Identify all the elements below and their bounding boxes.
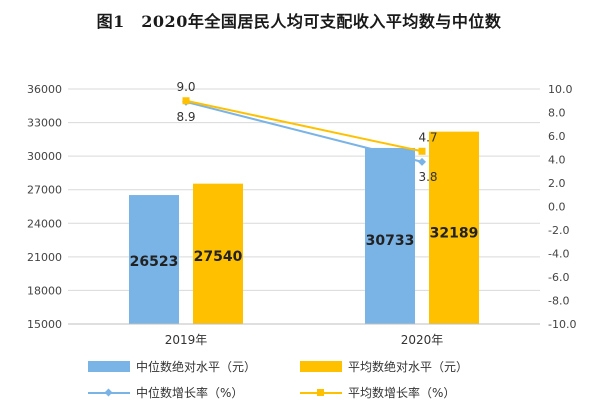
- bar-median: [129, 195, 179, 324]
- left-axis-tick-label: 27000: [27, 184, 62, 197]
- line-marker-mean: [418, 147, 426, 155]
- line-data-label: 8.9: [176, 110, 195, 124]
- legend-swatch: [88, 361, 130, 372]
- bar-data-label: 30733: [366, 233, 415, 249]
- legend-item: 平均数绝对水平（元）: [300, 358, 468, 375]
- legend-line-swatch: [300, 387, 342, 398]
- left-axis-tick-label: 33000: [27, 117, 62, 130]
- left-axis-tick-label: 18000: [27, 284, 62, 297]
- right-axis-tick-label: 0.0: [548, 201, 566, 214]
- right-axis-tick-label: 4.0: [548, 154, 566, 167]
- line-data-label: 3.8: [418, 170, 437, 184]
- right-axis-tick-label: 6.0: [548, 130, 566, 143]
- right-axis-tick-label: -2.0: [548, 224, 569, 237]
- line-marker-mean: [182, 97, 190, 105]
- figure-title: 图1 2020年全国居民人均可支配收入平均数与中位数: [96, 12, 502, 31]
- legend-item: 中位数绝对水平（元）: [88, 358, 256, 375]
- left-axis-tick-label: 36000: [27, 83, 62, 96]
- bar-median: [365, 147, 415, 324]
- line-mean-growth: [185, 99, 423, 153]
- line-data-label: 9.0: [176, 80, 195, 94]
- chart-plot: 15000 18000 21000 24000 27000 30000 33000 36000…: [27, 80, 576, 347]
- bar-data-label: 32189: [430, 225, 479, 241]
- bar-mean: [429, 131, 479, 324]
- right-axis-tick-label: -6.0: [548, 271, 569, 284]
- x-axis-category-label: 2020年: [401, 333, 444, 347]
- right-axis-tick-label: 2.0: [548, 177, 566, 190]
- line-marker-median: [418, 157, 426, 166]
- legend-label: 平均数增长率（%）: [348, 386, 456, 400]
- legend-label: 中位数增长率（%）: [136, 386, 244, 400]
- left-axis-tick-label: 24000: [27, 217, 62, 230]
- legend-label: 平均数绝对水平（元）: [348, 360, 469, 374]
- left-axis-tick-label: 21000: [27, 251, 62, 264]
- right-axis-tick-label: 8.0: [548, 107, 566, 120]
- right-axis-tick-label: 10.0: [548, 83, 573, 96]
- legend: 中位数绝对水平（元） 平均数绝对水平（元） 中位数增长率（%） 平均数增长率（%）: [0, 358, 598, 412]
- left-axis-tick-label: 30000: [27, 150, 62, 163]
- right-axis-tick-label: -8.0: [548, 295, 569, 308]
- bar-data-label: 27540: [194, 249, 243, 265]
- legend-label: 中位数绝对水平（元）: [136, 360, 257, 374]
- legend-item: 平均数增长率（%）: [300, 384, 455, 401]
- x-axis-category-label: 2019年: [165, 333, 208, 347]
- line-median-growth: [185, 100, 423, 163]
- right-axis-tick-label: -10.0: [548, 318, 576, 331]
- legend-swatch: [300, 361, 342, 372]
- left-axis-tick-label: 15000: [27, 318, 62, 331]
- legend-line-swatch: [88, 387, 130, 398]
- line-data-label: 4.7: [418, 130, 437, 144]
- bar-data-label: 26523: [130, 254, 179, 270]
- right-axis-tick-label: -4.0: [548, 248, 569, 261]
- bar-mean: [193, 183, 243, 324]
- legend-item: 中位数增长率（%）: [88, 384, 243, 401]
